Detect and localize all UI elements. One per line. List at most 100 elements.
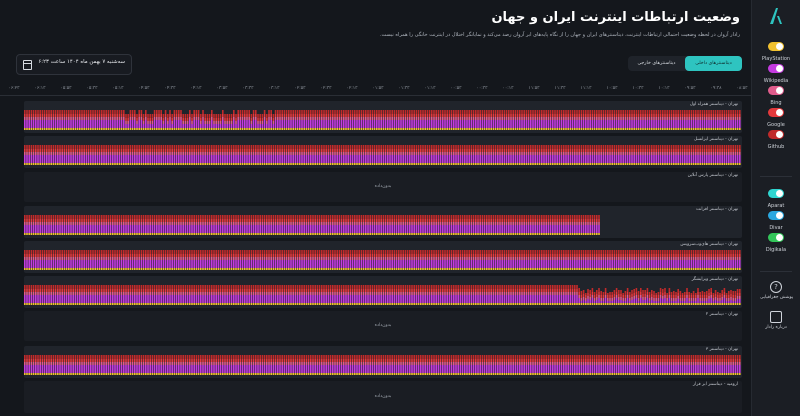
availability-bar	[351, 128, 354, 130]
availability-bar	[50, 215, 52, 219]
availability-bar	[717, 152, 719, 155]
availability-bar	[125, 257, 127, 260]
availability-bar	[171, 257, 173, 260]
availability-bar	[633, 114, 635, 117]
availability-bar	[252, 120, 255, 128]
availability-bar	[527, 114, 530, 117]
availability-bar	[637, 155, 640, 163]
availability-bar	[422, 215, 424, 219]
availability-bar	[134, 163, 136, 165]
availability-bar	[98, 260, 101, 268]
availability-bar	[41, 215, 44, 219]
availability-bar	[464, 117, 466, 120]
availability-bar	[723, 145, 726, 149]
availability-bar	[299, 110, 301, 114]
availability-bar	[525, 145, 528, 149]
availability-bar	[72, 128, 74, 130]
availability-bar	[596, 120, 598, 128]
availability-bar	[360, 120, 363, 128]
availability-bar	[545, 149, 547, 152]
availability-bar	[600, 155, 602, 163]
availability-bar	[197, 152, 200, 155]
availability-bar	[527, 117, 530, 120]
availability-bar	[310, 222, 312, 225]
availability-bar	[380, 145, 382, 149]
availability-bar	[257, 124, 259, 128]
availability-bar	[96, 215, 99, 219]
availability-bar	[657, 149, 660, 152]
availability-bar	[695, 163, 697, 165]
availability-bar	[402, 233, 404, 235]
availability-bar	[351, 163, 354, 165]
availability-bar	[129, 222, 132, 225]
availability-bar	[54, 128, 57, 130]
availability-bar	[103, 120, 105, 128]
availability-bar	[659, 114, 662, 117]
availability-bar	[615, 149, 618, 152]
availability-bar	[679, 117, 682, 120]
availability-bar	[98, 222, 101, 225]
availability-bar	[76, 117, 79, 120]
availability-bar	[387, 114, 389, 117]
availability-bar	[565, 117, 567, 120]
availability-bar	[61, 260, 63, 268]
availability-bar	[675, 128, 677, 130]
availability-bar	[145, 155, 147, 163]
availability-bar	[593, 233, 596, 235]
availability-bar	[503, 117, 506, 120]
availability-bar	[149, 118, 151, 121]
availability-bar	[127, 118, 129, 121]
availability-bar	[466, 152, 468, 155]
availability-bar	[554, 152, 556, 155]
availability-bar	[541, 163, 543, 165]
availability-bar	[109, 257, 112, 260]
availability-bar	[578, 233, 580, 235]
availability-bar	[444, 117, 446, 120]
tab-foreign-datacenters[interactable]: دیتاسنترهای خارجی	[637, 61, 676, 66]
availability-bar	[393, 215, 396, 219]
availability-bar	[272, 219, 275, 222]
availability-bar	[646, 128, 649, 130]
availability-bar	[83, 120, 85, 128]
availability-bar	[217, 155, 220, 163]
availability-bar	[585, 117, 587, 120]
availability-bar	[114, 163, 116, 165]
availability-bar	[349, 222, 352, 225]
availability-bar	[46, 117, 48, 120]
availability-bar	[347, 120, 349, 128]
availability-bar	[536, 155, 539, 163]
availability-bar	[563, 219, 565, 222]
availability-bar	[167, 145, 169, 149]
availability-bar	[145, 152, 147, 155]
availability-bar	[316, 128, 319, 130]
availability-bar	[63, 120, 66, 128]
availability-bar	[448, 219, 451, 222]
availability-bar	[494, 155, 497, 163]
availability-bar	[558, 155, 561, 163]
availability-bar	[180, 114, 182, 117]
availability-bar	[483, 152, 486, 155]
availability-bar	[129, 110, 132, 114]
tab-domestic-datacenters[interactable]: دیتاسنترهای داخلی	[685, 56, 742, 71]
availability-bar	[613, 149, 616, 152]
availability-bar	[299, 120, 301, 128]
availability-bar	[479, 222, 481, 225]
date-picker[interactable]: سه‌شنبه ۷ بهمن ماه ۱۴۰۴ ساعت ۶:۲۳	[16, 54, 132, 75]
availability-bar	[134, 254, 136, 257]
availability-bar	[442, 233, 444, 235]
availability-bar	[175, 155, 178, 163]
availability-bar	[690, 152, 693, 155]
availability-bar	[530, 155, 532, 163]
availability-bar	[96, 163, 99, 165]
availability-bar	[549, 114, 552, 117]
availability-bar	[710, 149, 712, 152]
availability-bar	[184, 128, 187, 130]
availability-bar	[558, 222, 561, 225]
availability-bar	[739, 110, 741, 114]
availability-bar	[314, 222, 316, 225]
availability-bar	[642, 110, 644, 114]
availability-bar	[516, 163, 519, 165]
availability-bar	[162, 215, 165, 219]
availability-bar	[578, 222, 580, 225]
availability-bar	[200, 114, 202, 118]
